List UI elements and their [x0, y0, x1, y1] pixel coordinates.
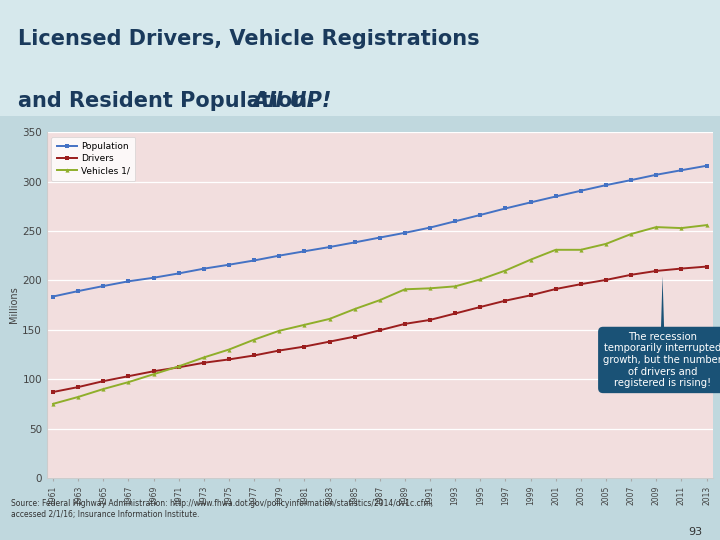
- Drivers: [426, 316, 434, 323]
- Drivers: [199, 360, 208, 366]
- Line: Population: Population: [51, 164, 708, 299]
- Vehicles 1/: [325, 316, 334, 322]
- Vehicles 1/: [99, 386, 108, 392]
- Population: [99, 283, 108, 289]
- Vehicles 1/: [250, 336, 258, 343]
- Population: [149, 274, 158, 281]
- Population: [426, 224, 434, 231]
- Population: [225, 261, 233, 268]
- Vehicles 1/: [174, 363, 183, 369]
- Legend: Population, Drivers, Vehicles 1/: Population, Drivers, Vehicles 1/: [51, 137, 135, 181]
- Line: Drivers: Drivers: [51, 265, 708, 394]
- Drivers: [225, 356, 233, 363]
- Population: [325, 244, 334, 250]
- Vehicles 1/: [375, 297, 384, 303]
- Text: and Resident Population:: and Resident Population:: [18, 91, 323, 111]
- Drivers: [652, 268, 660, 274]
- Population: [351, 239, 359, 246]
- Line: Vehicles 1/: Vehicles 1/: [51, 223, 708, 406]
- Vehicles 1/: [124, 379, 132, 386]
- Population: [74, 288, 83, 294]
- Vehicles 1/: [49, 401, 58, 407]
- Population: [577, 187, 585, 194]
- Population: [627, 177, 636, 184]
- Drivers: [49, 389, 58, 395]
- Population: [174, 270, 183, 276]
- Drivers: [300, 343, 309, 350]
- Text: Source: Federal Highway Administration: http://www.fhwa.dot.gov/policyinformatio: Source: Federal Highway Administration: …: [11, 500, 433, 519]
- Population: [124, 278, 132, 285]
- Population: [476, 212, 485, 218]
- Y-axis label: Millions: Millions: [9, 287, 19, 323]
- Vehicles 1/: [426, 285, 434, 292]
- Text: 93: 93: [688, 527, 702, 537]
- Vehicles 1/: [677, 225, 685, 231]
- Vehicles 1/: [652, 224, 660, 231]
- Drivers: [501, 298, 510, 304]
- Drivers: [99, 378, 108, 384]
- Vehicles 1/: [552, 247, 560, 253]
- Population: [602, 182, 611, 188]
- Vehicles 1/: [351, 306, 359, 312]
- Drivers: [677, 265, 685, 272]
- Population: [400, 230, 409, 236]
- Drivers: [174, 364, 183, 370]
- Vehicles 1/: [526, 256, 535, 263]
- Vehicles 1/: [602, 241, 611, 247]
- Drivers: [526, 292, 535, 299]
- Population: [375, 234, 384, 241]
- Vehicles 1/: [501, 267, 510, 274]
- Population: [300, 248, 309, 254]
- Vehicles 1/: [627, 231, 636, 237]
- Drivers: [627, 272, 636, 278]
- Vehicles 1/: [149, 371, 158, 377]
- Drivers: [552, 286, 560, 292]
- Drivers: [400, 321, 409, 327]
- Text: All UP!: All UP!: [252, 91, 331, 111]
- Population: [250, 257, 258, 264]
- Vehicles 1/: [199, 354, 208, 361]
- Vehicles 1/: [225, 346, 233, 353]
- Drivers: [325, 339, 334, 345]
- Population: [275, 252, 284, 259]
- Vehicles 1/: [451, 283, 459, 289]
- Vehicles 1/: [400, 286, 409, 293]
- Drivers: [351, 333, 359, 340]
- Vehicles 1/: [476, 276, 485, 282]
- Population: [652, 172, 660, 178]
- Population: [702, 163, 711, 169]
- Drivers: [275, 347, 284, 354]
- Population: [49, 293, 58, 300]
- Population: [451, 218, 459, 225]
- Drivers: [74, 384, 83, 390]
- Drivers: [476, 303, 485, 310]
- Drivers: [375, 327, 384, 334]
- Drivers: [124, 373, 132, 380]
- Drivers: [577, 281, 585, 287]
- Drivers: [451, 310, 459, 317]
- Population: [501, 205, 510, 212]
- Vehicles 1/: [300, 322, 309, 328]
- Population: [526, 199, 535, 206]
- Drivers: [602, 276, 611, 283]
- Text: The recession
temporarily interrupted
growth, but the number
of drivers and
regi: The recession temporarily interrupted gr…: [603, 276, 720, 388]
- Vehicles 1/: [275, 328, 284, 334]
- Drivers: [250, 352, 258, 359]
- Vehicles 1/: [74, 394, 83, 400]
- Vehicles 1/: [702, 222, 711, 228]
- Vehicles 1/: [577, 247, 585, 253]
- Text: Licensed Drivers, Vehicle Registrations: Licensed Drivers, Vehicle Registrations: [18, 29, 480, 49]
- Population: [677, 167, 685, 173]
- Population: [199, 266, 208, 272]
- Drivers: [702, 264, 711, 270]
- Population: [552, 193, 560, 200]
- Drivers: [149, 368, 158, 375]
